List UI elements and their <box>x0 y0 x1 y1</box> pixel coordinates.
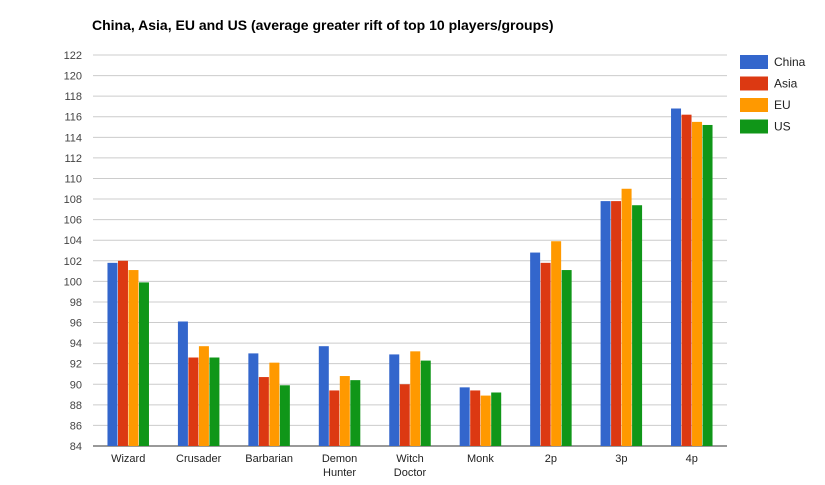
x-tick-label: Barbarian <box>245 453 293 465</box>
y-tick-label: 98 <box>70 297 82 309</box>
bar-asia-crusader <box>188 357 199 446</box>
bar-eu-2p <box>551 241 562 446</box>
y-tick-label: 92 <box>70 359 82 371</box>
x-axis-ticks: Wizard Crusader Barbarian Demon Hunter Witch D… <box>111 453 698 479</box>
bar-eu-demon-hunter <box>339 376 350 446</box>
y-tick-label: 110 <box>64 173 82 185</box>
x-tick-label: Wizard <box>111 453 145 465</box>
y-tick-label: 108 <box>64 194 82 206</box>
y-tick-label: 112 <box>64 153 82 165</box>
bar-china-wizard <box>107 262 118 446</box>
y-tick-label: 84 <box>70 441 82 453</box>
x-tick-label: Demon <box>322 453 357 465</box>
legend-swatch-us <box>740 119 768 134</box>
bar-eu-crusader <box>198 346 209 446</box>
bar-china-4p <box>671 108 682 447</box>
bar-us-demon-hunter <box>350 380 361 446</box>
x-tick-label: Witch <box>396 453 424 465</box>
y-tick-label: 100 <box>64 276 82 288</box>
y-tick-label: 118 <box>64 91 82 103</box>
bar-us-witch-doctor <box>420 360 431 446</box>
x-tick-label: 4p <box>686 453 698 465</box>
bar-asia-witch-doctor <box>399 384 410 446</box>
bar-asia-demon-hunter <box>329 390 340 446</box>
bar-eu-4p <box>692 121 703 446</box>
x-tick-label: 2p <box>545 453 557 465</box>
bar-eu-witch-doctor <box>410 351 421 446</box>
x-tick-label: Hunter <box>323 467 356 479</box>
y-tick-label: 96 <box>70 318 82 330</box>
legend-label-asia: Asia <box>774 77 798 91</box>
x-tick-label: 3p <box>615 453 627 465</box>
bar-eu-monk <box>480 395 491 446</box>
legend-swatch-china <box>740 55 768 69</box>
bar-us-monk <box>491 392 502 446</box>
y-tick-label: 86 <box>70 420 82 432</box>
y-tick-label: 116 <box>64 112 82 124</box>
bar-china-barbarian <box>248 353 259 446</box>
y-tick-label: 104 <box>64 235 82 247</box>
bar-us-2p <box>561 270 572 446</box>
legend-label-us: US <box>774 120 791 134</box>
bar-asia-2p <box>540 262 551 446</box>
y-tick-label: 90 <box>70 379 82 391</box>
bar-us-crusader <box>209 357 220 446</box>
x-tick-label: Crusader <box>176 453 222 465</box>
bar-china-crusader <box>177 321 188 446</box>
bar-china-demon-hunter <box>318 346 329 446</box>
y-tick-label: 114 <box>64 132 82 144</box>
bar-eu-barbarian <box>269 362 280 446</box>
bar-us-barbarian <box>279 385 290 446</box>
bar-asia-barbarian <box>258 377 269 446</box>
bar-china-3p <box>600 201 611 446</box>
legend-label-eu: EU <box>774 98 791 112</box>
y-tick-label: 94 <box>70 338 82 350</box>
bar-us-4p <box>702 124 713 447</box>
bar-eu-3p <box>621 188 632 446</box>
legend-swatch-asia <box>740 76 768 91</box>
y-tick-label: 102 <box>64 256 82 268</box>
y-tick-label: 120 <box>64 71 82 83</box>
x-tick-label: Doctor <box>394 467 427 479</box>
bars <box>107 108 713 447</box>
bar-asia-3p <box>611 201 622 446</box>
y-tick-label: 88 <box>70 400 82 412</box>
bar-eu-wizard <box>128 270 139 446</box>
grid <box>93 54 727 447</box>
bar-us-3p <box>632 205 643 446</box>
bar-china-witch-doctor <box>389 354 400 446</box>
x-tick-label: Monk <box>467 453 494 465</box>
legend-swatch-eu <box>740 98 768 112</box>
bar-asia-monk <box>470 390 481 446</box>
chart-title: China, Asia, EU and US (average greater … <box>92 17 554 33</box>
bar-china-2p <box>530 252 541 446</box>
y-tick-label: 106 <box>64 215 82 227</box>
bar-china-monk <box>459 387 470 446</box>
legend-label-china: China <box>774 55 806 69</box>
y-tick-label: 122 <box>64 50 82 62</box>
y-axis-ticks: 84 86 88 90 92 94 96 98 100 102 104 106 108 110 112 114… <box>64 50 82 453</box>
legend: China Asia EU US <box>740 55 806 134</box>
bar-asia-wizard <box>117 260 128 446</box>
bar-asia-4p <box>681 114 692 446</box>
bar-us-wizard <box>138 282 149 446</box>
